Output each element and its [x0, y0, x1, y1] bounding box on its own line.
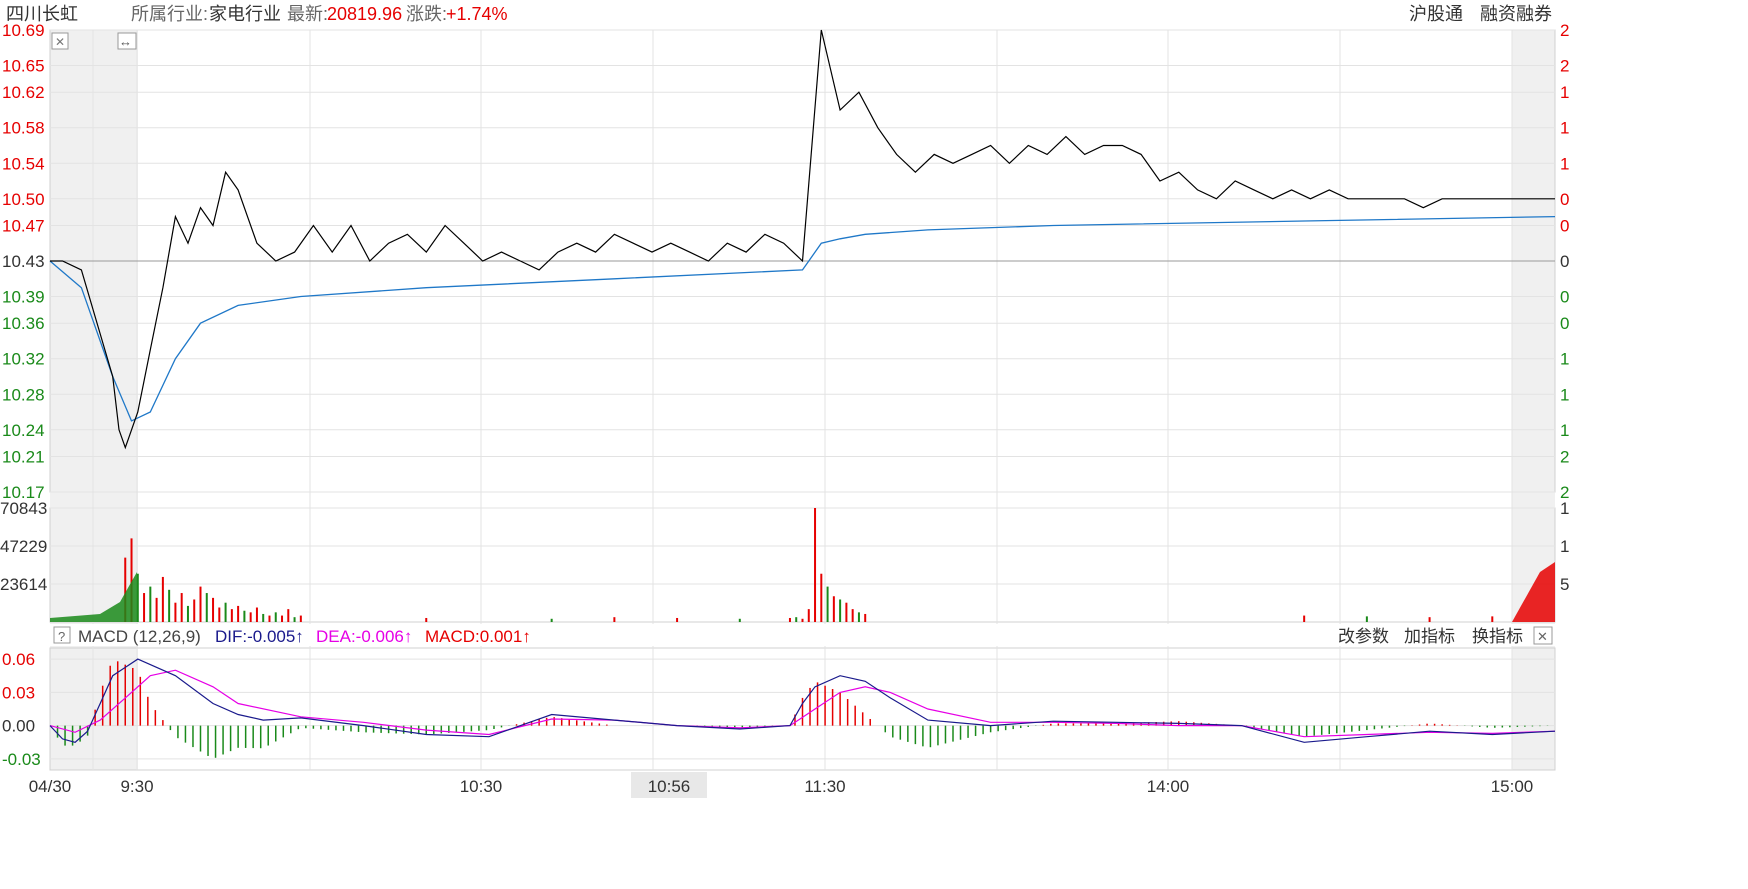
- link-hgt[interactable]: 沪股通: [1409, 4, 1463, 24]
- pct-tick-label: 0: [1560, 288, 1569, 307]
- industry-value[interactable]: 家电行业: [209, 4, 281, 24]
- macd-params[interactable]: MACD (12,26,9): [78, 627, 201, 646]
- pct-tick-label: 2: [1560, 483, 1569, 502]
- close-auction-volume-area: [1512, 562, 1555, 622]
- industry-label: 所属行业:: [131, 4, 209, 24]
- price-tick-label: 10.28: [2, 385, 45, 404]
- dif-line: [49, 658, 1556, 743]
- time-label: 10:30: [460, 777, 503, 796]
- time-label: 04/30: [29, 777, 72, 796]
- price-tick-label: 10.39: [2, 288, 45, 307]
- change-label: 涨跌:: [406, 4, 448, 24]
- panel-frame: [49, 507, 1556, 623]
- panel-frame: [49, 647, 1556, 771]
- pct-tick-label: 1: [1560, 119, 1569, 138]
- macd-value: MACD:0.001↑: [425, 627, 531, 646]
- question-mark: ?: [58, 629, 65, 644]
- price-tick-label: 10.21: [2, 447, 45, 466]
- question-icon[interactable]: [53, 626, 71, 644]
- price-tick-label: 10.17: [2, 483, 45, 502]
- price-tick-label: 10.24: [2, 421, 45, 440]
- macd-tick-label: 0.06: [2, 650, 35, 669]
- change-value: +1.74%: [446, 4, 508, 24]
- pct-tick-label: 0: [1560, 252, 1569, 271]
- pct-tick-label: 0: [1560, 314, 1569, 333]
- latest-label: 最新:: [287, 4, 329, 24]
- time-label: 15:00: [1491, 777, 1534, 796]
- volume-tick-label: 70843: [0, 499, 47, 518]
- volume-right-label: 1: [1560, 537, 1569, 556]
- time-label: 10:56: [648, 777, 691, 796]
- avg-price-line: [49, 215, 1556, 422]
- close-icon[interactable]: ✕: [55, 35, 65, 49]
- macd-tick-label: 0.00: [2, 717, 35, 736]
- price-tick-label: 10.65: [2, 57, 45, 76]
- price-tick-label: 10.62: [2, 83, 45, 102]
- macd-close-button[interactable]: [1533, 626, 1553, 645]
- dea-value: DEA:-0.006↑: [316, 627, 412, 646]
- dif-value: DIF:-0.005↑: [215, 627, 304, 646]
- price-tick-label: 10.36: [2, 314, 45, 333]
- volume-tick-label: 23614: [0, 575, 47, 594]
- price-tick-label: 10.54: [2, 154, 45, 173]
- macd-button-1[interactable]: 加指标: [1404, 627, 1455, 646]
- price-tick-label: 10.50: [2, 190, 45, 209]
- price-line: [50, 29, 1555, 450]
- price-tick-label: 10.32: [2, 350, 45, 369]
- price-tick-label: 10.43: [2, 252, 45, 271]
- postclose-zone: [1512, 30, 1555, 770]
- crosshair-time-box: [631, 772, 707, 798]
- pct-tick-label: 1: [1560, 83, 1569, 102]
- collapse-button[interactable]: [51, 32, 69, 50]
- auction-volume-area: [50, 572, 137, 622]
- macd-header: [50, 624, 1605, 646]
- volume-right-label: 5: [1560, 575, 1569, 594]
- time-label: 9:30: [120, 777, 153, 796]
- macd-tick-label: -0.03: [2, 750, 41, 769]
- macd-button-0[interactable]: 改参数: [1338, 627, 1389, 646]
- pct-tick-label: 2: [1560, 57, 1569, 76]
- range-button[interactable]: [117, 32, 137, 50]
- macd-tick-label: 0.03: [2, 683, 35, 702]
- link-rzrq[interactable]: 融资融券: [1480, 4, 1552, 24]
- pct-tick-label: 1: [1560, 385, 1569, 404]
- pct-tick-label: 1: [1560, 350, 1569, 369]
- time-label: 11:30: [804, 777, 845, 796]
- time-label: 14:00: [1147, 777, 1190, 796]
- pct-tick-label: 1: [1560, 421, 1569, 440]
- latest-value: 20819.96: [327, 4, 403, 24]
- pct-tick-label: 0: [1560, 216, 1569, 235]
- price-tick-label: 10.69: [2, 21, 45, 40]
- stock-name[interactable]: 四川长虹: [6, 4, 78, 24]
- resize-icon[interactable]: ↔: [119, 34, 132, 49]
- pct-tick-label: 2: [1560, 447, 1569, 466]
- stock-header: 四川长虹 所属行业: 家电行业 最新: 20819.96 涨跌: +1.74% …: [0, 0, 1748, 28]
- volume-right-label: 1: [1560, 499, 1569, 518]
- volume-tick-label: 47229: [0, 537, 47, 556]
- price-tick-label: 10.58: [2, 119, 45, 138]
- macd-button-2[interactable]: 换指标: [1472, 627, 1523, 646]
- price-tick-label: 10.47: [2, 216, 45, 235]
- pct-tick-label: 0: [1560, 190, 1569, 209]
- pct-tick-label: 1: [1560, 154, 1569, 173]
- pct-tick-label: 2: [1560, 21, 1569, 40]
- close-icon[interactable]: ✕: [1537, 629, 1548, 644]
